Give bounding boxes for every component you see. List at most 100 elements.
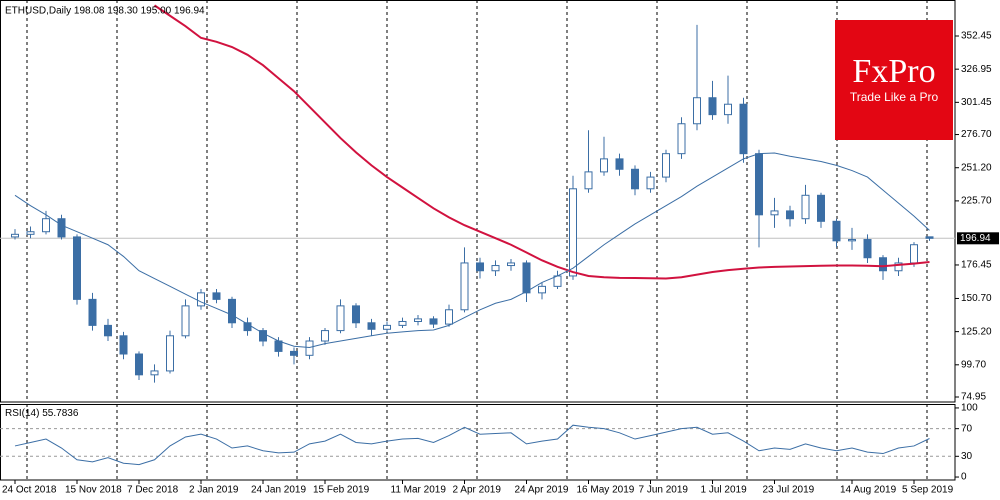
logo-brand: FxPro — [852, 53, 935, 90]
candle-body — [677, 123, 686, 155]
x-tick-label: 24 Oct 2018 — [2, 485, 57, 496]
x-tick-label: 2 Jan 2019 — [189, 485, 239, 496]
y-tick-label: 70 — [961, 423, 973, 434]
candle-body — [181, 305, 190, 337]
logo-box — [835, 20, 953, 140]
candle-body — [26, 231, 35, 235]
candle-body — [429, 318, 438, 325]
candle-body — [925, 236, 934, 239]
logo-tagline: Trade Like a Pro — [850, 90, 939, 104]
candle-body — [336, 305, 345, 332]
last-price-box — [957, 232, 999, 245]
candle-body — [755, 153, 763, 216]
y-tick-label: 0 — [961, 472, 967, 483]
candle-body — [290, 350, 298, 356]
candle-body — [352, 305, 360, 324]
candle-body — [104, 324, 112, 337]
candle-body — [615, 158, 624, 170]
rsi-title: RSI(14) 55.7836 — [5, 408, 79, 419]
x-tick-label: 1 Jul 2019 — [701, 485, 748, 496]
candle-body — [305, 340, 314, 356]
candle-body — [646, 176, 655, 190]
candle-body — [739, 103, 748, 155]
y-tick-label: 176.45 — [961, 260, 992, 271]
candle-body — [491, 265, 500, 272]
candle-body — [631, 168, 639, 190]
candle-body — [367, 322, 376, 330]
x-tick-label: 23 Jul 2019 — [763, 485, 815, 496]
rsi-plot — [0, 424, 955, 466]
candle-body — [786, 210, 794, 220]
candle-body — [197, 292, 205, 307]
x-tick-label: 5 Sep 2019 — [902, 485, 954, 496]
rsi-panel — [0, 404, 956, 481]
candle-body — [445, 309, 453, 325]
candle-body — [584, 171, 593, 190]
candle-body — [708, 97, 717, 116]
candle-body — [383, 324, 391, 330]
chart-title: ETHUSD,Daily 198.08 198.30 195.00 196.94 — [5, 6, 205, 17]
candle-body — [832, 220, 841, 242]
main-panel — [0, 0, 956, 403]
candle-body — [569, 188, 577, 277]
candle-body — [321, 330, 329, 342]
rsi-line — [14, 424, 930, 466]
last-price-label: 196.94 — [960, 233, 991, 244]
candle-body — [894, 262, 903, 272]
candle-body — [662, 153, 670, 178]
y-tick-label: 352.45 — [961, 31, 992, 42]
candle-body — [801, 194, 810, 220]
candle-body — [212, 292, 221, 300]
candle-body — [724, 103, 732, 116]
y-tick-label: 251.20 — [961, 162, 992, 173]
x-tick-label: 11 Mar 2019 — [391, 485, 447, 496]
y-tick-label: 225.70 — [961, 196, 992, 207]
candle-body — [166, 335, 174, 372]
candle-body — [135, 353, 143, 376]
y-tick-label: 74.95 — [961, 392, 986, 403]
candle-body — [507, 262, 515, 267]
axes: 74.95 99.70 125.20 150.70 176.45 225.70 251.20… — [2, 31, 999, 496]
x-tick-label: 16 May 2019 — [577, 485, 635, 496]
x-tick-label: 24 Apr 2019 — [515, 485, 569, 496]
candle-body — [863, 239, 872, 259]
candle-body — [817, 194, 825, 222]
x-tick-label: 15 Feb 2019 — [313, 485, 370, 496]
x-tick-label: 15 Nov 2018 — [65, 485, 122, 496]
candle-body — [460, 262, 469, 311]
candle-body — [119, 335, 128, 355]
candle-body — [848, 239, 856, 242]
rsi-name: RSI(14) — [5, 408, 39, 419]
candle-body — [398, 320, 407, 326]
grid — [26, 0, 928, 480]
candle-body — [150, 370, 159, 376]
y-tick-label: 276.70 — [961, 129, 992, 140]
candle-body — [538, 285, 546, 294]
candle-body — [770, 210, 779, 216]
y-tick-label: 100 — [961, 403, 978, 414]
x-tick-label: 24 Jan 2019 — [251, 485, 306, 496]
candle-body — [476, 262, 484, 272]
candle-body — [42, 218, 50, 233]
y-tick-label: 30 — [961, 451, 973, 462]
candle-body — [274, 340, 283, 352]
moving-average — [14, 152, 930, 349]
price-plot — [0, 4, 955, 383]
y-tick-label: 125.20 — [961, 326, 992, 337]
candle-body — [259, 330, 267, 342]
candle-body — [57, 218, 66, 238]
y-tick-label: 99.70 — [961, 359, 986, 370]
candle-body — [228, 298, 236, 324]
candle-body — [693, 97, 701, 125]
candle-body — [879, 257, 887, 272]
candle-body — [522, 262, 531, 294]
candle-body — [600, 158, 608, 173]
y-tick-label: 301.45 — [961, 97, 992, 108]
x-tick-label: 7 Dec 2018 — [127, 485, 179, 496]
y-tick-label: 326.95 — [961, 64, 992, 75]
x-tick-label: 2 Apr 2019 — [453, 485, 502, 496]
candle-body — [88, 298, 97, 326]
y-tick-label: 150.70 — [961, 293, 992, 304]
x-tick-label: 14 Aug 2019 — [840, 485, 897, 496]
